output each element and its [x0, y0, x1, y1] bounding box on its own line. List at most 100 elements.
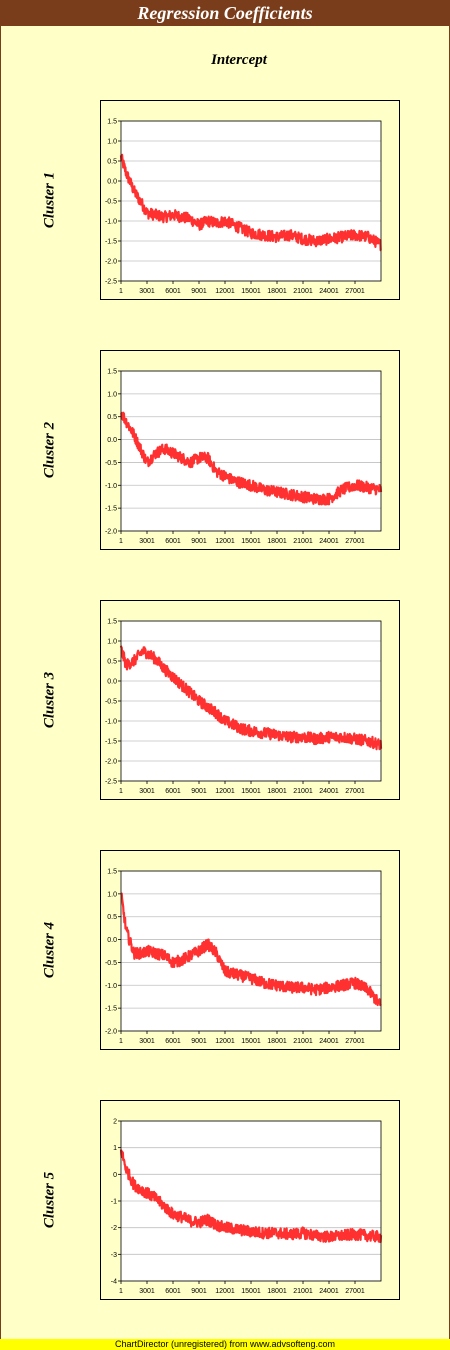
x-tick-label: 1 [119, 788, 123, 795]
chart-svg-5: 210-1-2-3-41 3001 6001 9001 12001 15001 18001 2… [111, 1119, 383, 1295]
row-label-text: Cluster 4 [41, 921, 58, 979]
x-tick-label: 18001 [267, 288, 287, 295]
y-tick-label: -1.0 [105, 483, 117, 490]
plot-border [120, 1120, 382, 1282]
y-tick-label: -1.0 [105, 219, 117, 226]
chart-svg-4: 1.5 1.0 0.5 0.0 -0.5 -1.0 -1.5 -2.01 3001 6001 900… [105, 869, 382, 1045]
chart-panel-2: 1.5 1.0 0.5 0.0 -0.5 -1.0 -1.5 -2.0 1 3001 6001 900… [100, 350, 400, 550]
x-tick-label: 21001 [293, 1038, 313, 1045]
x-tick-label: 6001 [165, 538, 181, 545]
y-tick-label: -2.5 [105, 779, 117, 786]
y-tick-label: 0.5 [107, 159, 117, 166]
plot-border [120, 120, 382, 282]
x-tick-label: 15001 [241, 788, 261, 795]
y-tick-label: -2.0 [105, 529, 117, 536]
x-tick-label: 18001 [267, 1288, 287, 1295]
x-tick-label: 27001 [345, 538, 365, 545]
x-tick-label: 3001 [139, 1038, 155, 1045]
x-tick-label: 27001 [345, 1288, 365, 1295]
series-line [120, 892, 382, 1007]
y-tick-label: -1 [111, 1199, 117, 1206]
x-tick-label: 9001 [191, 1288, 207, 1295]
y-tick-label: 0 [113, 1172, 117, 1179]
plot-border [120, 620, 382, 782]
x-tick-label: 24001 [319, 538, 339, 545]
series-line [119, 645, 383, 751]
x-tick-label: 21001 [293, 538, 313, 545]
x-tick-label: 3001 [139, 1288, 155, 1295]
chart-panel-5: 2 1 0 -1 -2 -3 -4 1 3001 6001 9001 12001 15001 18001 2… [100, 1100, 400, 1300]
y-tick-label: 2 [113, 1119, 117, 1126]
x-tick-label: 9001 [191, 788, 207, 795]
x-tick-label: 3001 [139, 288, 155, 295]
y-tick-label: -1.5 [105, 1006, 117, 1013]
footer-watermark: ChartDirector (unregistered) from www.ad… [0, 1339, 450, 1350]
y-tick-label: 1.0 [107, 139, 117, 146]
y-tick-label: -0.5 [105, 699, 117, 706]
y-tick-label: -0.5 [105, 460, 117, 467]
plot-border [120, 870, 382, 1032]
x-tick-label: 24001 [319, 1288, 339, 1295]
x-tick-label: 12001 [215, 538, 235, 545]
y-tick-label: 0.5 [107, 914, 117, 921]
row-label-text: Cluster 3 [41, 671, 58, 729]
y-tick-label: 0.5 [107, 659, 117, 666]
x-tick-label: 21001 [293, 788, 313, 795]
y-tick-label: -2 [111, 1225, 117, 1232]
row-label-text: Cluster 5 [41, 1171, 58, 1229]
x-tick-label: 3001 [139, 788, 155, 795]
y-tick-label: -2.5 [105, 279, 117, 286]
y-tick-label: -1.5 [105, 506, 117, 513]
x-tick-label: 18001 [267, 538, 287, 545]
series-line [119, 1149, 383, 1244]
x-tick-label: 6001 [165, 1038, 181, 1045]
y-tick-label: 1 [113, 1145, 117, 1152]
x-tick-label: 27001 [345, 288, 365, 295]
x-tick-label: 12001 [215, 1038, 235, 1045]
chart-svg-1: 1.5 1.0 0.5 0.0 -0.5 -1.0 -1.5 -2.0 -2.51 3001 600… [105, 119, 382, 295]
chart-panel-1: 1.5 1.0 0.5 0.0 -0.5 -1.0 -1.5 -2.0 -2.5 1 3001 600… [100, 100, 400, 300]
x-tick-label: 21001 [293, 288, 313, 295]
x-tick-label: 1 [119, 288, 123, 295]
x-tick-label: 9001 [191, 288, 207, 295]
y-tick-label: 0.0 [107, 679, 117, 686]
plot-border [120, 370, 382, 532]
x-tick-label: 12001 [215, 788, 235, 795]
y-tick-label: -1.0 [105, 719, 117, 726]
x-tick-label: 15001 [241, 1038, 261, 1045]
y-tick-label: -1.5 [105, 739, 117, 746]
x-tick-label: 21001 [293, 1288, 313, 1295]
x-tick-label: 1 [119, 1288, 123, 1295]
y-tick-label: 1.0 [107, 891, 117, 898]
y-tick-label: 1.5 [107, 869, 117, 876]
y-tick-label: -2.0 [105, 1029, 117, 1036]
x-tick-label: 3001 [139, 538, 155, 545]
chart-panel-4: 1.5 1.0 0.5 0.0 -0.5 -1.0 -1.5 -2.0 1 3001 6001 900… [100, 850, 400, 1050]
y-tick-label: 0.0 [107, 179, 117, 186]
row-label-text: Cluster 2 [41, 421, 58, 479]
y-tick-label: -0.5 [105, 199, 117, 206]
chart-panel-3: 1.5 1.0 0.5 0.0 -0.5 -1.0 -1.5 -2.0 -2.5 1 3001 600… [100, 600, 400, 800]
column-header-intercept: Intercept [211, 52, 267, 68]
x-tick-label: 12001 [215, 288, 235, 295]
x-tick-label: 9001 [191, 538, 207, 545]
y-tick-label: 0.5 [107, 414, 117, 421]
y-tick-label: -1.0 [105, 983, 117, 990]
y-tick-label: 1.0 [107, 391, 117, 398]
y-tick-label: -0.5 [105, 960, 117, 967]
x-tick-label: 18001 [267, 788, 287, 795]
x-tick-label: 15001 [241, 1288, 261, 1295]
x-tick-label: 6001 [165, 788, 181, 795]
x-tick-label: 15001 [241, 288, 261, 295]
row-label-text: Cluster 1 [41, 171, 58, 229]
y-tick-label: -2.0 [105, 759, 117, 766]
y-tick-label: 1.0 [107, 639, 117, 646]
x-tick-label: 24001 [319, 288, 339, 295]
y-tick-label: 1.5 [107, 619, 117, 626]
x-tick-label: 24001 [319, 788, 339, 795]
page-title: Regression Coefficients [0, 0, 450, 26]
x-tick-label: 27001 [345, 788, 365, 795]
y-tick-label: -3 [111, 1252, 117, 1259]
series-line [120, 411, 383, 506]
y-tick-label: 1.5 [107, 369, 117, 376]
